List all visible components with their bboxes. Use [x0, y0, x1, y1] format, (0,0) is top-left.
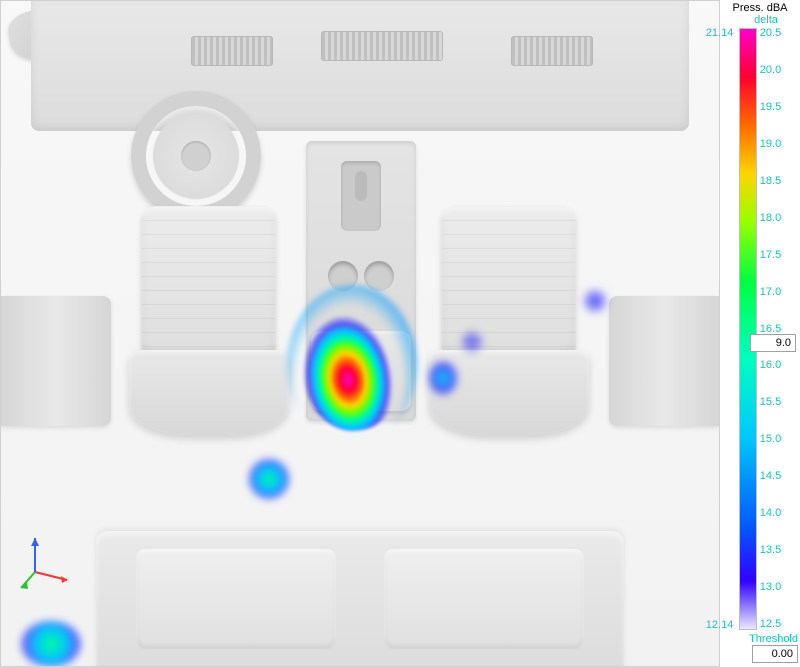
- scale-tick: 19.0: [760, 139, 781, 150]
- scale-tick: 20.5: [760, 28, 781, 39]
- air-vent-center: [321, 31, 443, 61]
- b-pillar-right: [609, 296, 719, 426]
- scale-tick: 16.0: [760, 360, 781, 371]
- b-pillar-left: [1, 296, 111, 426]
- gear-shifter: [341, 161, 381, 231]
- scale-min-value: 12.14: [706, 619, 734, 631]
- viewport-3d[interactable]: [0, 0, 720, 667]
- scale-tick: 17.5: [760, 250, 781, 261]
- air-vent-left: [191, 36, 273, 66]
- steering-wheel: [131, 91, 261, 221]
- seat-front-right: [426, 206, 591, 435]
- scale-tick: 16.5: [760, 324, 781, 335]
- vehicle-interior-model: [1, 1, 719, 666]
- legend-header: Press. dBA delta: [720, 0, 800, 26]
- scale-tick: 19.5: [760, 102, 781, 113]
- color-scale-bar[interactable]: 21.14 12.14: [739, 28, 757, 630]
- dashboard: [31, 1, 689, 131]
- scale-tick: 14.5: [760, 471, 781, 482]
- cupholders: [324, 261, 398, 301]
- delta-input[interactable]: [750, 334, 796, 352]
- scale-tick: 17.0: [760, 287, 781, 298]
- scale-tick: 15.5: [760, 397, 781, 408]
- threshold-input[interactable]: [752, 645, 798, 663]
- scale-tick: 20.0: [760, 65, 781, 76]
- scale-tick: 13.5: [760, 545, 781, 556]
- center-console: [306, 141, 416, 421]
- scale-tick: 15.0: [760, 434, 781, 445]
- legend-panel: Press. dBA delta 21.14 12.14 20.5 20.0 19.…: [720, 0, 800, 667]
- scale-tick: 13.0: [760, 582, 781, 593]
- threshold-label: Threshold: [749, 633, 798, 645]
- legend-title: Press. dBA: [732, 2, 787, 14]
- seat-front-left: [126, 206, 291, 435]
- armrest: [311, 331, 411, 411]
- legend-delta-label: delta: [754, 14, 778, 26]
- scale-tick: 14.0: [760, 508, 781, 519]
- app-root: Press. dBA delta 21.14 12.14 20.5 20.0 19.…: [0, 0, 800, 667]
- color-scale-ticks: 20.5 20.0 19.5 19.0 18.5 18.0 17.5 17.0 16.5 16.0…: [760, 28, 781, 630]
- air-vent-right: [511, 36, 593, 66]
- color-scale: 21.14 12.14 20.5 20.0 19.5 19.0 18.5 18.0 17.5…: [739, 28, 781, 630]
- scale-tick: 18.0: [760, 213, 781, 224]
- scale-tick: 12.5: [760, 619, 781, 630]
- scale-max-value: 21.14: [706, 27, 734, 39]
- scale-tick: 18.5: [760, 176, 781, 187]
- seat-rear-bench: [96, 531, 624, 667]
- threshold-block: Threshold: [749, 633, 798, 663]
